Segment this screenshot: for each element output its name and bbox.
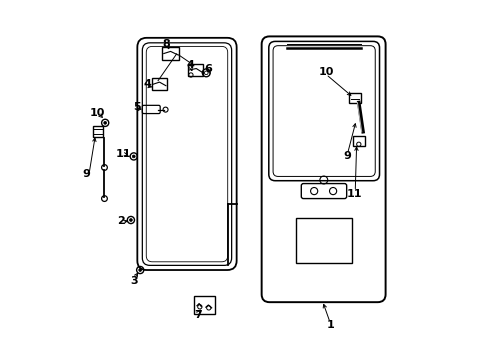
Circle shape <box>103 121 106 124</box>
Text: 11: 11 <box>115 149 130 159</box>
Text: 7: 7 <box>194 310 202 320</box>
Text: 5: 5 <box>133 103 141 112</box>
Text: 1: 1 <box>325 320 333 330</box>
Text: 6: 6 <box>203 64 212 73</box>
Text: 9: 9 <box>343 151 350 161</box>
Text: 11: 11 <box>346 189 362 199</box>
Text: 9: 9 <box>82 168 90 179</box>
Text: 10: 10 <box>318 67 333 77</box>
Text: 10: 10 <box>89 108 105 118</box>
Circle shape <box>132 155 135 158</box>
Text: 4: 4 <box>143 78 151 89</box>
Text: 8: 8 <box>163 39 170 49</box>
Circle shape <box>129 219 132 221</box>
Text: 4: 4 <box>186 60 194 70</box>
Circle shape <box>139 269 142 271</box>
Text: 3: 3 <box>130 276 137 286</box>
Text: 2: 2 <box>117 216 125 226</box>
